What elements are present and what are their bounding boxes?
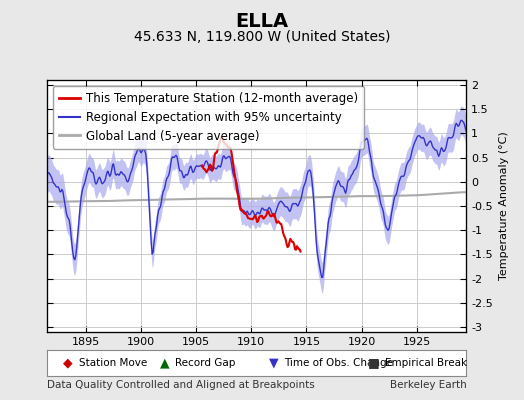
Text: ▼: ▼ — [269, 356, 278, 370]
Legend: This Temperature Station (12-month average), Regional Expectation with 95% uncer: This Temperature Station (12-month avera… — [53, 86, 364, 148]
Y-axis label: Temperature Anomaly (°C): Temperature Anomaly (°C) — [498, 132, 508, 280]
Text: Berkeley Earth: Berkeley Earth — [390, 380, 466, 390]
Text: ◆: ◆ — [63, 356, 73, 370]
Text: Data Quality Controlled and Aligned at Breakpoints: Data Quality Controlled and Aligned at B… — [47, 380, 315, 390]
Text: 45.633 N, 119.800 W (United States): 45.633 N, 119.800 W (United States) — [134, 30, 390, 44]
Text: Station Move: Station Move — [79, 358, 147, 368]
Text: ELLA: ELLA — [235, 12, 289, 31]
Text: Empirical Break: Empirical Break — [385, 358, 467, 368]
Text: Record Gap: Record Gap — [175, 358, 235, 368]
Text: ■: ■ — [368, 356, 380, 370]
Text: ▲: ▲ — [160, 356, 169, 370]
Text: Time of Obs. Change: Time of Obs. Change — [284, 358, 393, 368]
